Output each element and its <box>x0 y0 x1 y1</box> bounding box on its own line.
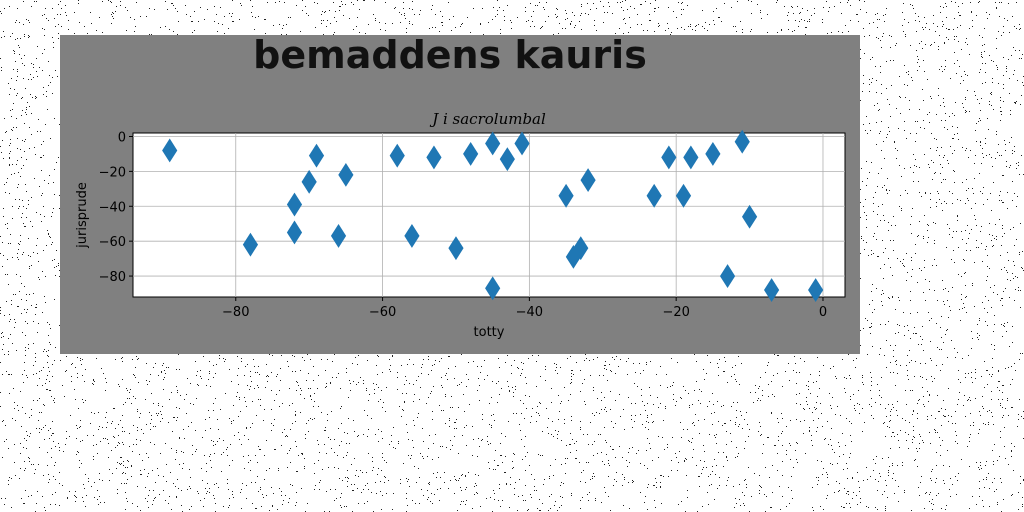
y-tick-label: −20 <box>99 165 126 180</box>
x-tick-label: 0 <box>819 305 827 320</box>
data-point <box>463 142 479 166</box>
data-point <box>683 145 699 170</box>
x-tick-label: −20 <box>662 305 689 320</box>
data-point <box>162 138 178 163</box>
data-point <box>404 224 420 248</box>
y-tick-label: −40 <box>99 200 126 215</box>
chart-title: J i sacrolumbal <box>429 110 546 128</box>
data-point <box>719 264 736 288</box>
x-tick-label: −60 <box>369 305 396 320</box>
data-point <box>764 278 780 302</box>
data-point <box>389 143 405 168</box>
data-point <box>338 162 354 187</box>
y-tick-label: −80 <box>99 270 126 285</box>
data-point <box>485 276 501 301</box>
x-tick-label: −80 <box>222 305 249 320</box>
data-point <box>705 142 721 166</box>
data-point <box>485 131 501 156</box>
data-point <box>646 183 662 208</box>
data-point <box>286 220 303 245</box>
data-point <box>330 224 347 248</box>
data-point <box>426 145 442 170</box>
y-tick-label: −60 <box>99 235 126 250</box>
data-point <box>580 168 596 193</box>
data-point <box>308 143 325 168</box>
x-axis-label: totty <box>474 325 505 340</box>
data-point <box>734 129 750 154</box>
data-point <box>448 236 464 261</box>
data-point <box>499 147 515 172</box>
x-tick-label: −40 <box>516 305 543 320</box>
y-axis-ticks: 0 −20 −40 −60 −80 <box>99 130 133 285</box>
y-axis-label: jurisprude <box>75 182 90 249</box>
data-point <box>301 169 317 194</box>
data-point <box>808 278 824 302</box>
data-point <box>558 183 574 208</box>
figure-suptitle: bemaddens kauris <box>253 33 647 77</box>
data-points <box>162 129 824 302</box>
data-point <box>741 204 758 229</box>
y-tick-label: 0 <box>118 130 126 145</box>
data-point <box>675 183 692 208</box>
data-point <box>286 192 303 217</box>
data-point <box>514 131 530 156</box>
plot-area <box>132 132 846 298</box>
data-point <box>661 145 677 170</box>
data-point <box>242 232 259 257</box>
x-axis-ticks: −80 −60 −40 −20 0 <box>222 297 827 320</box>
data-point <box>573 236 589 261</box>
